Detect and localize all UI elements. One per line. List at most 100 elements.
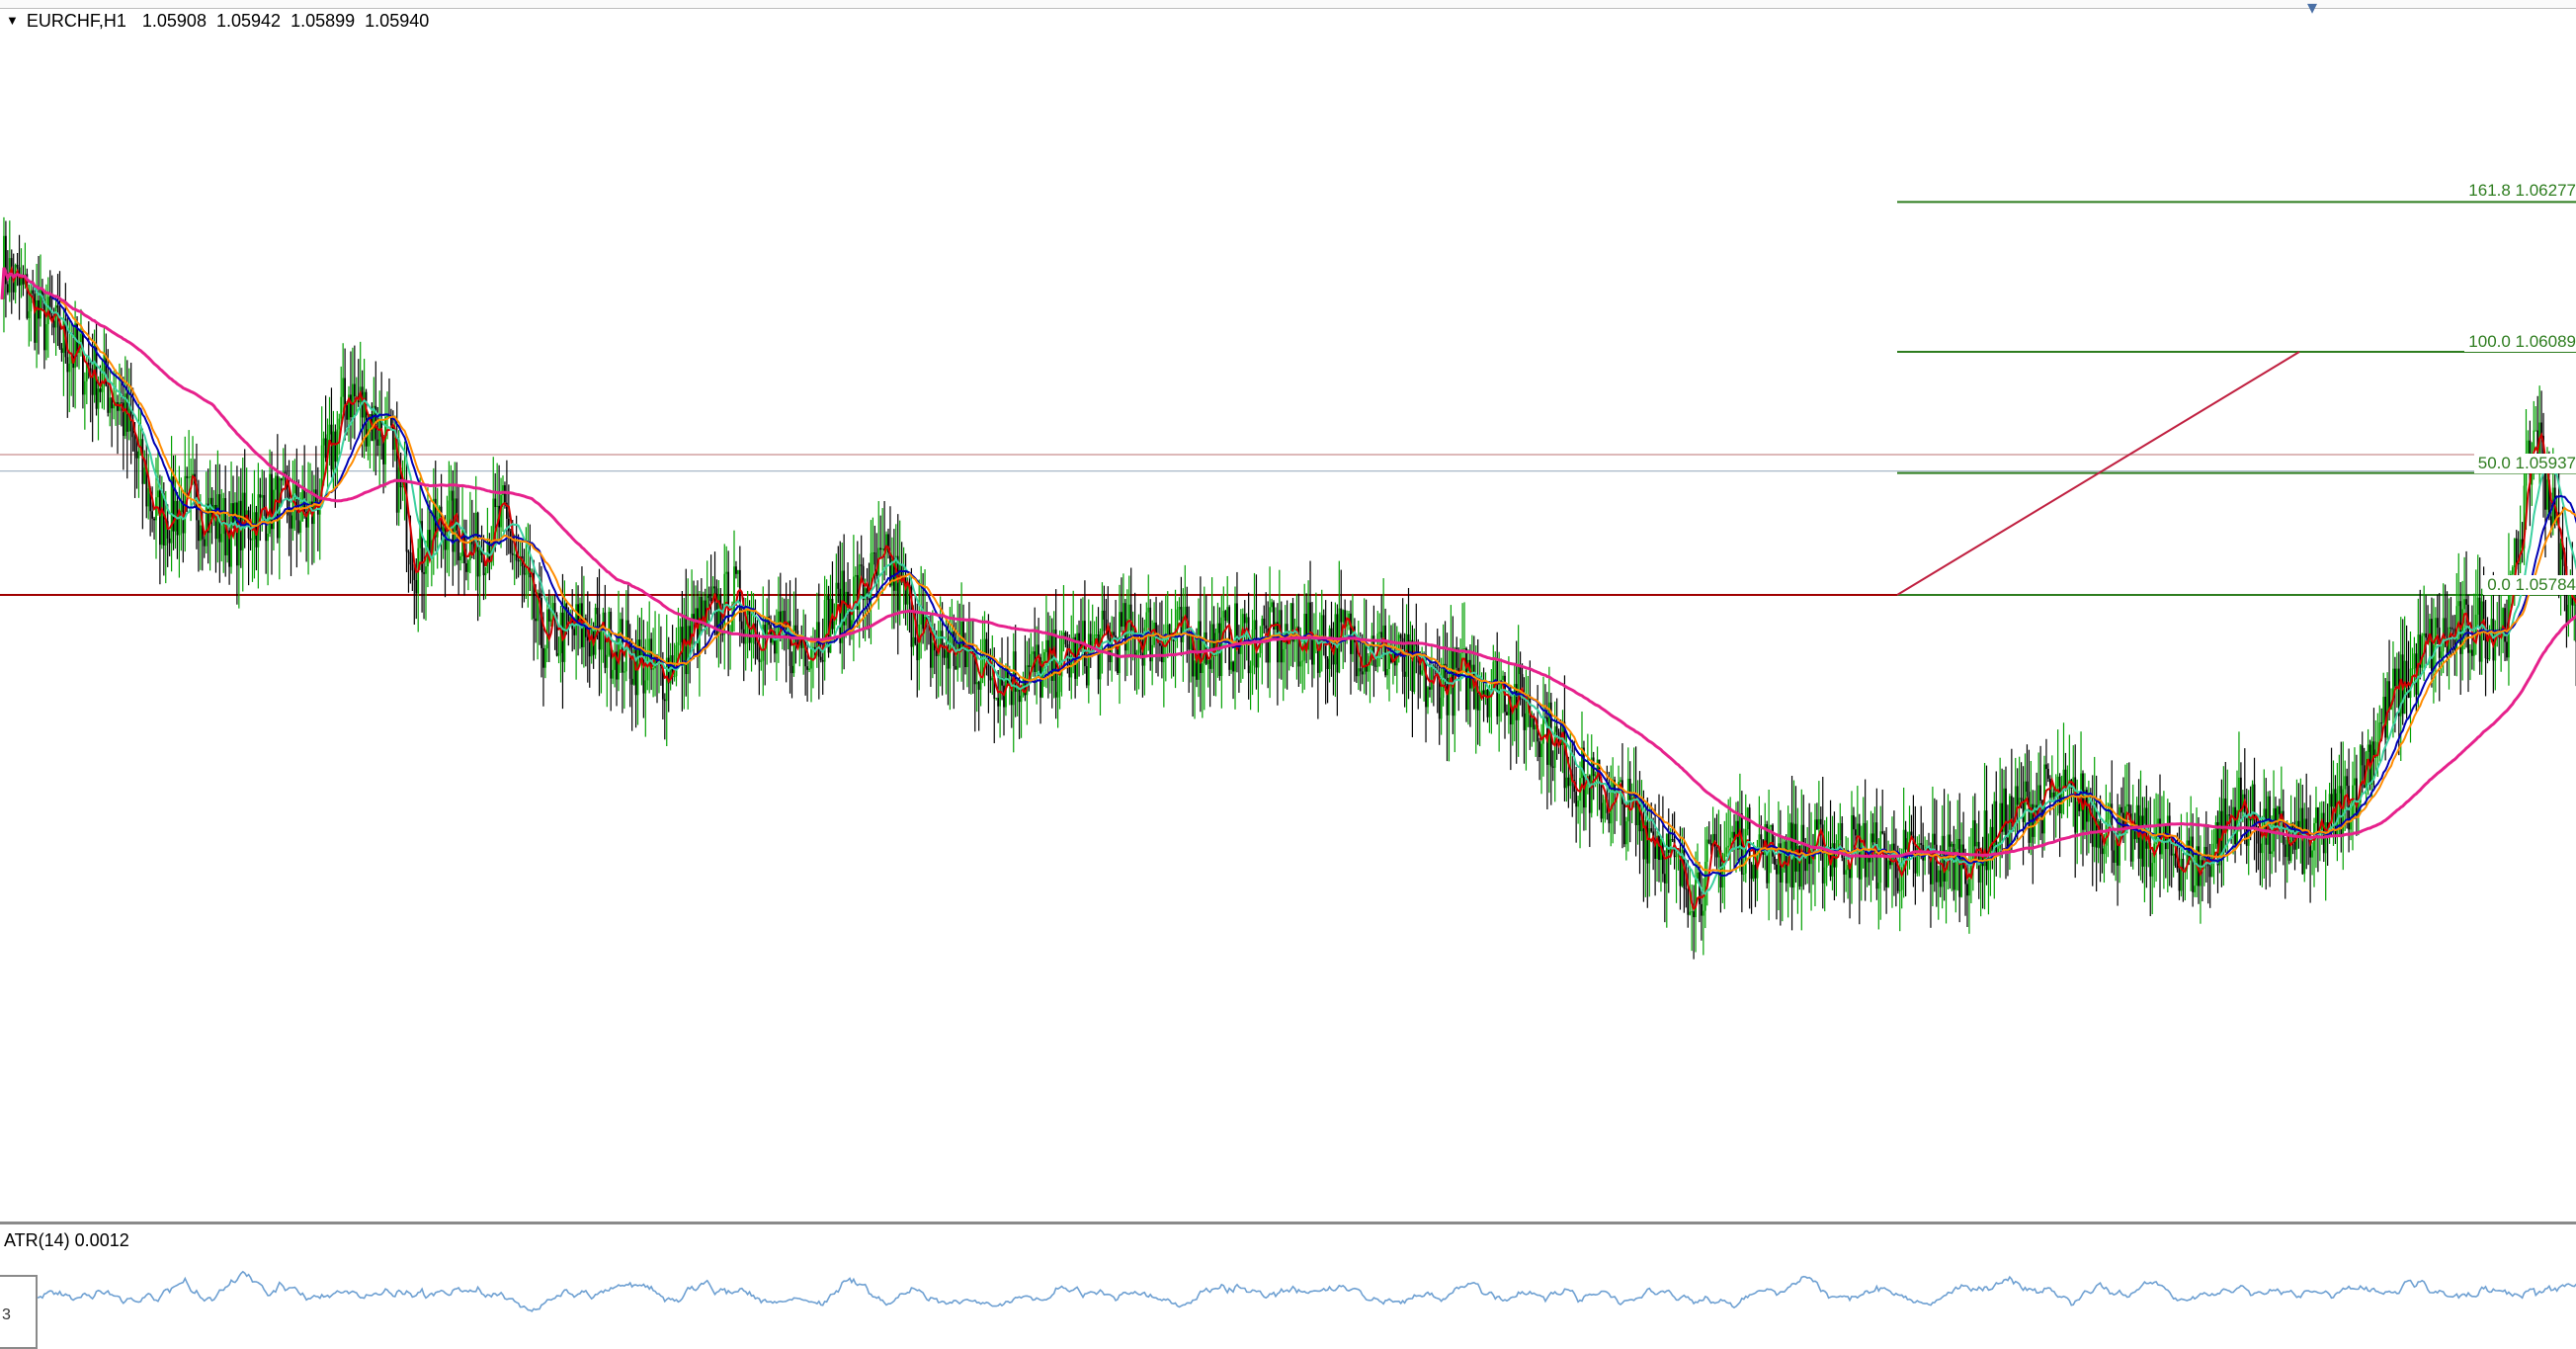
candle-body [1269, 607, 1271, 663]
candle-body [261, 494, 264, 498]
candle-body [537, 593, 539, 622]
candle-body [1367, 665, 1370, 672]
candle-body [517, 560, 520, 562]
candle-body [2471, 649, 2473, 656]
candle-body [1750, 864, 1753, 880]
candle-body [1953, 843, 1955, 890]
candle-body [395, 437, 398, 513]
candle-body [2097, 820, 2100, 848]
candle-body [1386, 669, 1388, 676]
pane-divider[interactable] [0, 1222, 2576, 1224]
candle-body [555, 614, 558, 656]
candle-body [2419, 634, 2422, 668]
candle-body [1261, 618, 1264, 645]
candle-body [1210, 624, 1213, 669]
candle-body [2519, 539, 2522, 564]
candle-body [1271, 602, 1273, 608]
candle-body [1774, 856, 1776, 865]
candle-body [2376, 741, 2379, 750]
candle-body [1444, 663, 1447, 678]
candle-body [1701, 903, 1703, 916]
fibo-level-label: 0.0 1.05784 [2483, 575, 2576, 595]
candle-body [1960, 844, 1963, 897]
candle-body [845, 591, 847, 626]
candle-body [549, 619, 552, 622]
candle-body [166, 521, 169, 539]
candle-body [1667, 833, 1670, 853]
candle-body [1010, 679, 1013, 706]
candle-body [2399, 654, 2402, 717]
candle-body [2261, 830, 2264, 854]
candle-body [1839, 822, 1842, 841]
candle-body [1301, 660, 1304, 662]
candle-body [1018, 689, 1021, 703]
candle-body [164, 521, 167, 546]
candle-body [1196, 660, 1198, 680]
dropdown-triangle-icon[interactable]: ▼ [6, 13, 19, 28]
candle-body [693, 614, 695, 622]
candle-body [1253, 620, 1256, 631]
candle-body [478, 549, 481, 577]
candle-body [1904, 829, 1907, 850]
chevron-down-icon[interactable]: ▾ [2306, 0, 2317, 19]
candle-body [2115, 840, 2118, 864]
atr-indicator-chart[interactable] [0, 1225, 2576, 1345]
candle-body [1403, 671, 1406, 677]
candle-body [966, 647, 968, 668]
candle-body [725, 571, 728, 574]
candle-body [83, 380, 86, 395]
candle-body [2291, 822, 2294, 831]
candle-body [1350, 613, 1352, 654]
candle-body [1340, 608, 1343, 623]
candle-body [590, 628, 593, 657]
candle-body [332, 431, 335, 470]
candle-body [1122, 603, 1124, 628]
candle-body [2149, 843, 2152, 877]
candle-body [700, 596, 703, 626]
candle-body [539, 593, 540, 599]
candle-body [707, 594, 710, 599]
candle-body [1877, 883, 1880, 889]
candle-body [1361, 671, 1364, 675]
candle-body [290, 515, 292, 529]
candle-body [2453, 630, 2456, 651]
candle-body [66, 357, 69, 373]
candle-body [620, 619, 622, 632]
candle-body [1733, 831, 1735, 840]
candle-body [1200, 621, 1202, 674]
candle-body [783, 611, 786, 629]
candle-body [1853, 814, 1855, 830]
candle-body [626, 620, 629, 640]
candle-body [91, 377, 94, 395]
candle-body [2372, 741, 2375, 758]
candle-body [1847, 865, 1849, 871]
candle-body [870, 552, 873, 601]
candle-body [663, 699, 666, 702]
candle-body [2476, 597, 2479, 615]
candle-body [1113, 632, 1116, 636]
candle-body [864, 588, 867, 601]
candle-body [376, 439, 379, 447]
candle-body [1612, 779, 1615, 806]
candle-body [207, 503, 209, 534]
candle-body [1007, 667, 1009, 685]
candle-body [188, 476, 191, 478]
candle-body [2342, 789, 2345, 837]
candle-body [1594, 774, 1597, 777]
candle-body [1735, 820, 1737, 840]
candle-body [2285, 839, 2288, 858]
candle-body [1509, 696, 1512, 725]
candle-body [1459, 652, 1462, 677]
candle-body [1326, 658, 1329, 669]
price-chart[interactable] [0, 0, 2576, 1222]
candle-body [2506, 641, 2508, 658]
candle-body [553, 603, 556, 615]
candle-body [348, 394, 350, 420]
candle-body [1492, 661, 1495, 690]
candle-body [509, 531, 512, 553]
candle-body [1205, 632, 1207, 664]
candle-body [2330, 794, 2333, 807]
candle-body [958, 643, 961, 649]
candle-body [2251, 784, 2254, 821]
